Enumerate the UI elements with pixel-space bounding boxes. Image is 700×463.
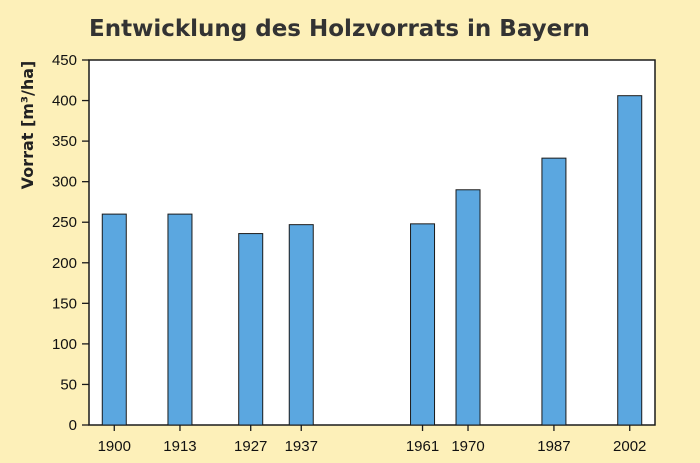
bar-1987 — [541, 157, 567, 426]
y-tick-label: 400 — [52, 93, 77, 110]
y-tick-label: 450 — [52, 52, 77, 69]
x-tick-label: 1900 — [98, 438, 131, 455]
y-tick-label: 0 — [69, 417, 77, 434]
y-tick-label: 250 — [52, 214, 77, 231]
bar-2002 — [617, 95, 643, 426]
bar-1937 — [288, 224, 314, 426]
x-tick-label: 1913 — [163, 438, 196, 455]
y-tick-label: 150 — [52, 295, 77, 312]
bar-1927 — [238, 233, 264, 426]
bar-1961 — [410, 223, 436, 426]
bar-1970 — [455, 189, 481, 426]
y-tick-label: 100 — [52, 336, 77, 353]
y-tick-label: 350 — [52, 133, 77, 150]
y-axis-ticks: 0 50 100 150 200 250 300 350 400 450 — [52, 52, 89, 434]
bar-1900 — [101, 213, 127, 426]
x-tick-label: 1970 — [451, 438, 484, 455]
x-tick-label: 1987 — [537, 438, 570, 455]
bar-1913 — [167, 213, 193, 426]
x-tick-label: 1927 — [234, 438, 267, 455]
y-tick-label: 50 — [60, 376, 77, 393]
y-axis-label: Vorrat [m³/ha] — [18, 61, 37, 190]
x-axis-ticks: 1900 1913 1927 1937 1961 1970 1987 2002 — [98, 425, 646, 455]
x-tick-label: 2002 — [613, 438, 646, 455]
x-tick-label: 1961 — [406, 438, 439, 455]
chart-title: Entwicklung des Holzvorrats in Bayern — [89, 16, 590, 42]
x-tick-label: 1937 — [285, 438, 318, 455]
y-tick-label: 300 — [52, 174, 77, 191]
y-tick-label: 200 — [52, 255, 77, 272]
